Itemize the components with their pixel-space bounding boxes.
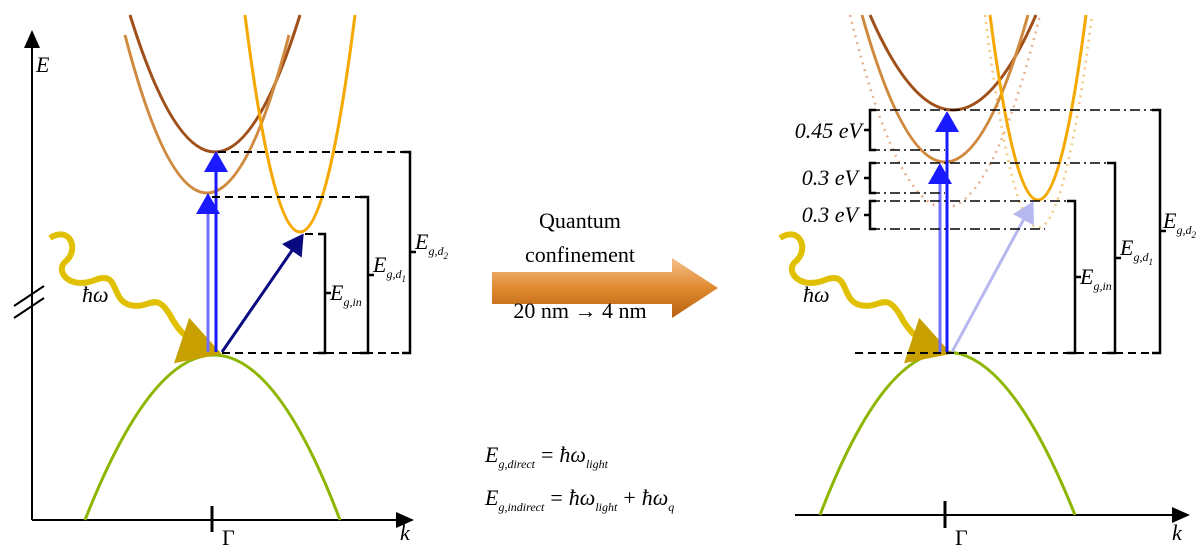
text-part: g,d	[1176, 223, 1192, 237]
shift-brackets	[864, 110, 876, 229]
shift-label: 0.3 eV	[802, 202, 861, 227]
text-part: g,in	[1093, 279, 1111, 293]
text-part: E	[1079, 264, 1094, 289]
text-part: g,d	[1133, 250, 1149, 264]
indirect-transition	[222, 236, 302, 352]
text-part: g,indirect	[498, 500, 545, 514]
text-part: 2	[1191, 230, 1196, 240]
text-part: g,direct	[498, 457, 535, 471]
text-part: E	[414, 229, 429, 254]
conduction-band	[245, 15, 355, 232]
text-part: E	[1162, 208, 1177, 233]
axis-label: E	[35, 52, 50, 77]
text-part: E	[372, 252, 387, 277]
photon-label: ħω	[82, 282, 109, 307]
conduction-band	[125, 35, 289, 193]
text-part: light	[586, 457, 609, 471]
shift-label: 0.3 eV	[802, 165, 861, 190]
photon	[50, 234, 210, 350]
right-panel	[780, 15, 1188, 528]
text-part: g,in	[343, 295, 361, 309]
text-part: q	[668, 500, 674, 514]
shift-lines	[870, 110, 1160, 229]
size-label: 20 nm → 4 nm	[513, 298, 646, 323]
diagram: E k Γ ħω Eg,in Eg,d1 Eg,d2 Quantum confi…	[0, 0, 1204, 545]
gamma-label: Γ	[222, 525, 235, 545]
text-part: E	[484, 442, 499, 467]
text-part: ħω	[642, 485, 669, 510]
gap-label: Eg,d2	[414, 229, 448, 261]
axis-break	[14, 286, 44, 318]
text-part: E	[1119, 235, 1134, 260]
text-part: =	[541, 442, 553, 467]
gap-label: Eg,d1	[1119, 235, 1153, 267]
conduction-band	[990, 15, 1086, 200]
shift-label: 0.45 eV	[795, 118, 865, 143]
caption: Quantum	[539, 208, 621, 233]
axis-label: k	[400, 520, 411, 545]
left-panel	[14, 15, 416, 532]
text-part: g,d	[428, 244, 444, 258]
valence-band	[85, 355, 340, 520]
valence-band	[820, 352, 1075, 515]
photon-label: ħω	[803, 282, 830, 307]
gap-brackets	[1067, 110, 1166, 353]
gap-label: Eg,in	[1079, 264, 1112, 293]
gamma-label: Γ	[955, 525, 968, 545]
gap-brackets	[318, 152, 416, 353]
text-part: 2	[443, 251, 448, 261]
equation: Eg,direct =ħωlight	[484, 442, 609, 471]
text-part: ħω	[569, 485, 596, 510]
gap-label: Eg,d2	[1162, 208, 1196, 240]
equation: Eg,indirect=ħωlight+ħωq	[484, 485, 674, 514]
text-part: E	[484, 485, 499, 510]
gap-label: Eg,d1	[372, 252, 406, 284]
text-part: 1	[1148, 257, 1153, 267]
text-part: E	[329, 280, 344, 305]
gap-label: Eg,in	[329, 280, 362, 309]
text-part: light	[595, 500, 618, 514]
caption: confinement	[525, 242, 635, 267]
text-part: 1	[401, 274, 406, 284]
text-part: =	[550, 485, 562, 510]
conduction-band	[870, 15, 1036, 110]
indirect-transition	[952, 204, 1032, 352]
text-part: ħω	[559, 442, 586, 467]
text-part: +	[623, 485, 635, 510]
text-part: g,d	[386, 267, 402, 281]
axis-label: k	[1172, 520, 1183, 545]
